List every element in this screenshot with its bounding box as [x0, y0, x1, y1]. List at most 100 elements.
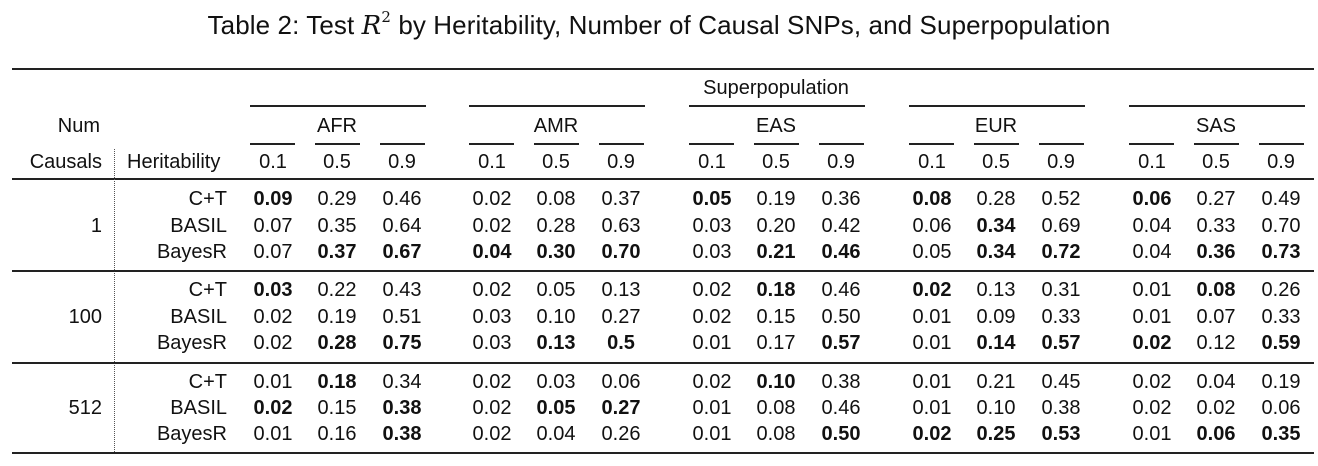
table-cell: 0.27 — [601, 306, 641, 328]
pop-rule-left-sas — [1129, 143, 1174, 145]
table-cell: 0.37 — [601, 188, 641, 210]
table-cell: 0.01 — [692, 332, 732, 354]
heritability-value: 0.1 — [1138, 151, 1166, 173]
table-cell: 0.07 — [253, 241, 293, 263]
table-cell: 0.33 — [1261, 306, 1301, 328]
table-cell: 0.08 — [912, 188, 952, 210]
pop-rule-left-afr — [250, 143, 295, 145]
table-cell: 0.28 — [317, 332, 357, 354]
pop-label-amr: AMR — [533, 115, 579, 137]
table-cell: 0.02 — [253, 397, 293, 419]
header-bottom-rule — [12, 178, 1314, 180]
table-cell: 0.06 — [1132, 188, 1172, 210]
table-cell: 0.04 — [472, 241, 512, 263]
table-cell: 0.49 — [1261, 188, 1301, 210]
table-cell: 0.04 — [1132, 241, 1172, 263]
table-cell: 0.02 — [1132, 397, 1172, 419]
table-cell: 0.57 — [1041, 332, 1081, 354]
table-cell: 0.46 — [821, 241, 861, 263]
table-cell: 0.04 — [1196, 371, 1236, 393]
pop-rule-mid-eas — [754, 143, 799, 145]
table-cell: 0.75 — [382, 332, 422, 354]
table-cell: 0.05 — [912, 241, 952, 263]
table-cell: 0.02 — [253, 332, 293, 354]
method-label: BASIL — [170, 306, 227, 328]
pop-label-afr: AFR — [317, 115, 357, 137]
method-label: BASIL — [170, 397, 227, 419]
pop-rule-left-amr — [469, 143, 514, 145]
table-cell: 0.31 — [1041, 279, 1081, 301]
table-cell: 0.15 — [756, 306, 796, 328]
table-cell: 0.38 — [1041, 397, 1081, 419]
table-cell: 0.01 — [253, 423, 293, 445]
pop-rule-mid-afr — [315, 143, 360, 145]
table-cell: 0.50 — [821, 423, 861, 445]
table-cell: 0.34 — [976, 241, 1016, 263]
table-cell: 0.03 — [692, 241, 732, 263]
heritability-value: 0.1 — [478, 151, 506, 173]
caption-math-symbol: R — [361, 11, 382, 41]
table-cell: 0.10 — [536, 306, 576, 328]
heritability-value: 0.1 — [918, 151, 946, 173]
pop-rule-right-afr — [380, 143, 425, 145]
table-cell: 0.38 — [382, 423, 422, 445]
method-label: C+T — [188, 371, 227, 393]
pop-rule-right-eur — [1039, 143, 1084, 145]
superpop-underline-4 — [909, 105, 1085, 107]
pop-label-eur: EUR — [974, 115, 1018, 137]
table-cell: 0.13 — [601, 279, 641, 301]
block-separator-rule — [12, 362, 1314, 364]
table-cell: 0.14 — [976, 332, 1016, 354]
table-cell: 0.02 — [472, 371, 512, 393]
table-cell: 0.05 — [536, 397, 576, 419]
table-cell: 0.08 — [1196, 279, 1236, 301]
method-label: BayesR — [156, 423, 227, 445]
num-causals-label: 1 — [90, 215, 102, 237]
superpop-underline-1 — [250, 105, 426, 107]
pop-rule-mid-sas — [1194, 143, 1239, 145]
table-cell: 0.70 — [601, 241, 641, 263]
table-cell: 0.18 — [756, 279, 796, 301]
heritability-value: 0.1 — [698, 151, 726, 173]
table-cell: 0.46 — [821, 397, 861, 419]
table-cell: 0.08 — [756, 423, 796, 445]
pop-rule-right-sas — [1259, 143, 1304, 145]
table-cell: 0.21 — [756, 241, 796, 263]
table-cell: 0.70 — [1261, 215, 1301, 237]
pop-rule-left-eas — [689, 143, 734, 145]
heritability-value: 0.9 — [827, 151, 855, 173]
table-cell: 0.64 — [382, 215, 422, 237]
heritability-header: Heritability — [127, 151, 221, 173]
table-cell: 0.02 — [1196, 397, 1236, 419]
table-cell: 0.16 — [317, 423, 357, 445]
table-cell: 0.02 — [472, 279, 512, 301]
heritability-value: 0.5 — [982, 151, 1010, 173]
vertical-dotted-separator — [114, 149, 115, 454]
table-cell: 0.38 — [382, 397, 422, 419]
table-cell: 0.69 — [1041, 215, 1081, 237]
table-cell: 0.63 — [601, 215, 641, 237]
table-cell: 0.08 — [756, 397, 796, 419]
method-label: BASIL — [170, 215, 227, 237]
table-cell: 0.01 — [692, 423, 732, 445]
table-cell: 0.13 — [536, 332, 576, 354]
table-cell: 0.29 — [317, 188, 357, 210]
table-cell: 0.03 — [253, 279, 293, 301]
table-cell: 0.02 — [692, 306, 732, 328]
heritability-value: 0.9 — [1267, 151, 1295, 173]
superpop-underline-5 — [1129, 105, 1305, 107]
table-cell: 0.46 — [821, 279, 861, 301]
table-cell: 0.27 — [1196, 188, 1236, 210]
table-cell: 0.02 — [912, 423, 952, 445]
table-cell: 0.02 — [692, 371, 732, 393]
table-cell: 0.46 — [382, 188, 422, 210]
table-cell: 0.01 — [692, 397, 732, 419]
table-cell: 0.36 — [1196, 241, 1236, 263]
table-cell: 0.43 — [382, 279, 422, 301]
table-cell: 0.01 — [912, 332, 952, 354]
table-cell: 0.26 — [1261, 279, 1301, 301]
table-cell: 0.07 — [253, 215, 293, 237]
table-cell: 0.42 — [821, 215, 861, 237]
pop-label-eas: EAS — [755, 115, 797, 137]
table-cell: 0.03 — [472, 332, 512, 354]
